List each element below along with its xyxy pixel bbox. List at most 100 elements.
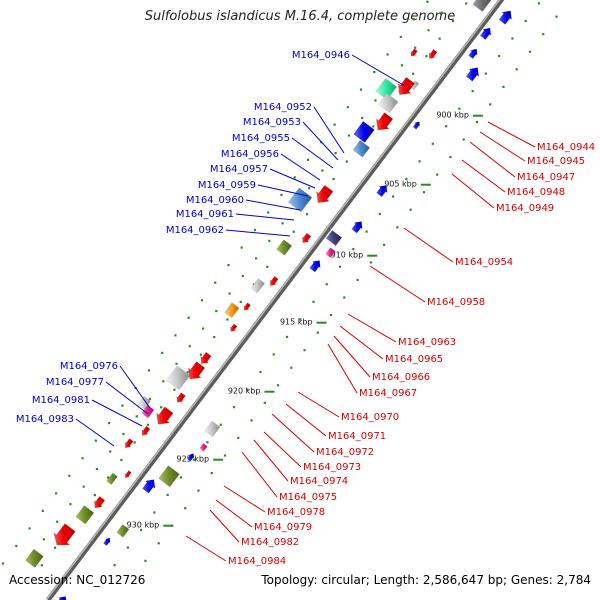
- locus-label-plus-text: M164_0957: [210, 164, 268, 175]
- gene-feature[interactable]: [122, 438, 134, 450]
- gene-feature[interactable]: [242, 302, 252, 312]
- gene-feature[interactable]: [49, 522, 78, 552]
- kbp-tick: 920 kbp: [228, 387, 275, 396]
- locus-label-plus[interactable]: M164_0953: [243, 117, 339, 161]
- gene-feature[interactable]: [409, 48, 419, 58]
- locus-label-plus-text: M164_0983: [16, 414, 74, 425]
- gene-feature[interactable]: [25, 548, 44, 568]
- locus-label-minus[interactable]: M164_0973: [263, 431, 361, 473]
- locus-label-minus[interactable]: M164_0963: [347, 313, 456, 348]
- locus-label-minus[interactable]: M164_0958: [369, 265, 485, 308]
- locus-label-plus[interactable]: M164_0959: [198, 180, 309, 197]
- locus-label-minus[interactable]: M164_0954: [403, 227, 513, 268]
- locus-label-minus[interactable]: M164_0966: [333, 335, 430, 383]
- gene-feature[interactable]: [325, 230, 343, 246]
- gene-feature[interactable]: [426, 49, 438, 61]
- locus-label-plus-text: M164_0952: [254, 102, 312, 113]
- gene-feature[interactable]: [350, 218, 365, 234]
- locus-label-minus[interactable]: M164_0982: [209, 509, 299, 548]
- gene-feature[interactable]: [287, 187, 313, 213]
- gene-feature[interactable]: [123, 470, 132, 479]
- locus-label-plus[interactable]: M164_0955: [232, 133, 334, 169]
- gene-feature[interactable]: [91, 495, 106, 511]
- locus-label-plus[interactable]: M164_0961: [176, 209, 295, 221]
- gene-feature[interactable]: [141, 476, 159, 494]
- locus-label-plus[interactable]: M164_0957: [210, 164, 316, 189]
- locus-label-minus[interactable]: M164_0974: [253, 439, 348, 487]
- gene-feature[interactable]: [137, 395, 151, 410]
- gene-feature[interactable]: [228, 323, 238, 333]
- gene-feature[interactable]: [412, 120, 422, 130]
- gene-feature[interactable]: [300, 232, 312, 245]
- locus-label-minus[interactable]: M164_0970: [297, 391, 399, 423]
- locus-label-minus[interactable]: M164_0984: [185, 535, 286, 567]
- locus-label-plus[interactable]: M164_0981: [32, 395, 143, 427]
- gene-feature[interactable]: [139, 425, 151, 437]
- locus-label-plus-text: M164_0961: [176, 209, 234, 220]
- gene-feature[interactable]: [268, 276, 280, 288]
- gene-feature[interactable]: [103, 536, 113, 546]
- gene-feature[interactable]: [204, 420, 221, 438]
- genome-backbone: [46, 0, 505, 600]
- kbp-tick-label: 910 kbp: [331, 251, 364, 260]
- locus-label-plus[interactable]: M164_0976: [60, 361, 151, 409]
- locus-label-minus[interactable]: M164_0978: [223, 485, 325, 518]
- locus-label-minus[interactable]: M164_0949: [451, 173, 554, 214]
- locus-label-plus-text: M164_0962: [166, 225, 224, 236]
- gene-feature[interactable]: [472, 0, 493, 12]
- gene-feature[interactable]: [308, 257, 323, 273]
- gene-feature[interactable]: [158, 465, 180, 488]
- gene-feature[interactable]: [276, 239, 293, 256]
- locus-label-minus[interactable]: M164_0945: [479, 131, 585, 167]
- gene-feature[interactable]: [75, 505, 95, 525]
- gene-feature[interactable]: [250, 278, 265, 294]
- locus-label-plus[interactable]: M164_0946: [292, 50, 406, 87]
- locus-label-minus-text: M164_0966: [372, 372, 430, 383]
- locus-label-plus[interactable]: M164_0956: [221, 149, 321, 181]
- gene-feature[interactable]: [224, 302, 240, 318]
- locus-label-minus[interactable]: M164_0975: [241, 451, 337, 503]
- locus-label-minus[interactable]: M164_0971: [285, 403, 386, 442]
- locus-label-minus[interactable]: M164_0967: [327, 343, 417, 399]
- gene-feature[interactable]: [165, 365, 191, 391]
- locus-label-minus[interactable]: M164_0972: [271, 413, 374, 458]
- gene-feature[interactable]: [55, 593, 70, 600]
- gene-feature[interactable]: [174, 392, 186, 405]
- gene-feature[interactable]: [479, 25, 494, 41]
- locus-label-plus-text: M164_0955: [232, 133, 290, 144]
- locus-label-plus[interactable]: M164_0960: [186, 195, 301, 211]
- locus-label-plus[interactable]: M164_0977: [46, 377, 149, 415]
- gene-feature[interactable]: [116, 524, 130, 538]
- tick-dots: [1, 0, 558, 567]
- gene-feature[interactable]: [353, 120, 375, 143]
- gene-feature[interactable]: [497, 7, 515, 25]
- gene-feature[interactable]: [375, 182, 390, 198]
- locus-label-plus[interactable]: M164_0983: [16, 414, 115, 447]
- locus-label-minus-text: M164_0949: [496, 203, 554, 214]
- locus-label-plus[interactable]: M164_0952: [254, 102, 345, 154]
- gene-feature[interactable]: [325, 247, 336, 258]
- gene-feature[interactable]: [197, 351, 212, 367]
- gene-feature[interactable]: [312, 184, 336, 208]
- locus-label-plus-text: M164_0976: [60, 361, 118, 372]
- locus-label-plus[interactable]: M164_0962: [166, 225, 291, 237]
- gene-feature[interactable]: [467, 47, 479, 60]
- gene-feature[interactable]: [199, 443, 208, 452]
- gene-feature[interactable]: [371, 111, 395, 135]
- locus-label-minus-text: M164_0945: [527, 156, 585, 167]
- gene-feature[interactable]: [464, 64, 482, 82]
- gene-feature[interactable]: [183, 360, 207, 384]
- gene-feature[interactable]: [106, 472, 118, 485]
- locus-label-minus[interactable]: M164_0944: [487, 121, 595, 153]
- locus-label-minus[interactable]: M164_0979: [215, 499, 312, 533]
- locus-label-minus[interactable]: M164_0948: [461, 159, 565, 198]
- gene-feature[interactable]: [186, 452, 196, 462]
- gene-feature[interactable]: [378, 92, 399, 114]
- gene-feature[interactable]: [152, 405, 176, 429]
- gene-feature[interactable]: [375, 78, 398, 101]
- locus-label-minus[interactable]: M164_0965: [339, 325, 443, 365]
- gene-feature[interactable]: [352, 139, 371, 158]
- locus-label-minus[interactable]: M164_0947: [469, 141, 575, 183]
- gene-feature[interactable]: [393, 76, 417, 100]
